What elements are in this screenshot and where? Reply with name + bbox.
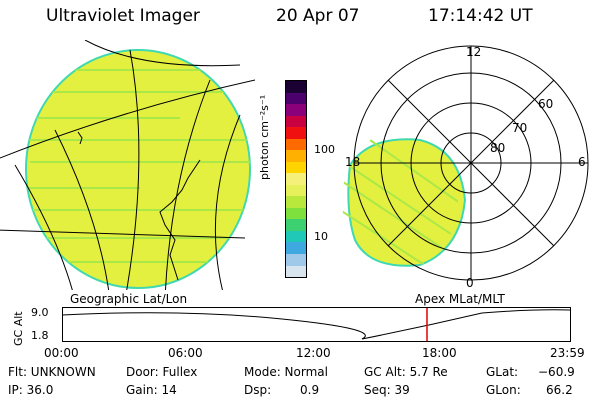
geographic-image xyxy=(0,40,256,290)
status-seq: Seq: 39 xyxy=(364,383,410,397)
colorbar-segment xyxy=(286,81,306,93)
mlt-label-12: 12 xyxy=(466,45,482,59)
colorbar-segment xyxy=(286,138,306,151)
colorbar-segment xyxy=(286,104,306,116)
colorbar-segment xyxy=(286,161,306,174)
lat-label-80: 80 xyxy=(490,141,506,155)
timeline-xtick-2359: 23:59 xyxy=(550,346,585,360)
geographic-label: Geographic Lat/Lon xyxy=(70,292,188,306)
date-label: 20 Apr 07 xyxy=(276,6,360,26)
timeline-axis-label: GC Alt xyxy=(12,311,25,346)
colorbar-segment xyxy=(286,230,306,243)
status-glat-label: GLat: xyxy=(486,365,519,379)
altitude-timeline xyxy=(62,307,571,342)
status-mode: Mode: Normal xyxy=(244,365,328,379)
status-glon-value: 66.2 xyxy=(546,383,573,397)
coastline xyxy=(159,159,201,281)
colorbar-segment xyxy=(286,115,306,128)
status-dsp-value: 0.9 xyxy=(300,383,320,397)
colorbar-segment xyxy=(286,219,306,231)
colorbar-segment xyxy=(286,253,306,266)
time-label: 17:14:42 UT xyxy=(428,6,533,26)
colorbar-segment xyxy=(286,127,306,139)
aurora-fill xyxy=(25,49,251,289)
timeline-xtick-0600: 06:00 xyxy=(168,346,203,360)
map-grid xyxy=(0,40,256,290)
timeline-ytick-1-8: 1.8 xyxy=(31,329,49,342)
mlt-label-0: 0 xyxy=(466,276,474,290)
colorbar-tick-10: 10 xyxy=(314,230,328,243)
apex-label: Apex MLat/MLT xyxy=(415,292,505,306)
colorbar-segment xyxy=(286,265,306,278)
colorbar-segment xyxy=(286,196,306,208)
colorbar-segment xyxy=(286,150,306,162)
status-flight: Flt: UNKNOWN xyxy=(8,365,96,379)
status-glat-value: −60.9 xyxy=(538,365,575,379)
polar-plot xyxy=(342,45,589,281)
colorbar-segment xyxy=(286,242,306,254)
colorbar-segment xyxy=(286,184,306,197)
status-ip: IP: 36.0 xyxy=(8,383,54,397)
colorbar-tick-100: 100 xyxy=(314,143,335,156)
lat-label-60: 60 xyxy=(538,97,554,111)
timeline-xtick-1800: 18:00 xyxy=(422,346,457,360)
status-gc-alt: GC Alt: 5.7 Re xyxy=(364,365,448,379)
timeline-xtick-1200: 12:00 xyxy=(296,346,331,360)
colorbar-segment xyxy=(286,92,306,105)
coastline-fragment xyxy=(77,131,83,145)
colorbar xyxy=(285,80,307,278)
mlt-label-18: 18 xyxy=(345,155,361,169)
altitude-curve xyxy=(62,309,571,340)
status-dsp-label: Dsp: xyxy=(244,383,272,397)
colorbar-unit-label: photon cm⁻²s⁻¹ xyxy=(258,94,271,180)
lat-label-70: 70 xyxy=(512,121,528,135)
timeline-ytick-9: 9.0 xyxy=(31,306,49,319)
timeline-xtick-0000: 00:00 xyxy=(44,346,79,360)
colorbar-segment xyxy=(286,207,306,220)
mlt-label-6: 6 xyxy=(578,155,586,169)
polar-grid xyxy=(353,45,589,281)
status-door: Door: Fullex xyxy=(126,365,198,379)
status-gain: Gain: 14 xyxy=(126,383,177,397)
instrument-title: Ultraviolet Imager xyxy=(46,6,200,26)
colorbar-segment xyxy=(286,173,306,185)
status-glon-label: GLon: xyxy=(486,383,521,397)
